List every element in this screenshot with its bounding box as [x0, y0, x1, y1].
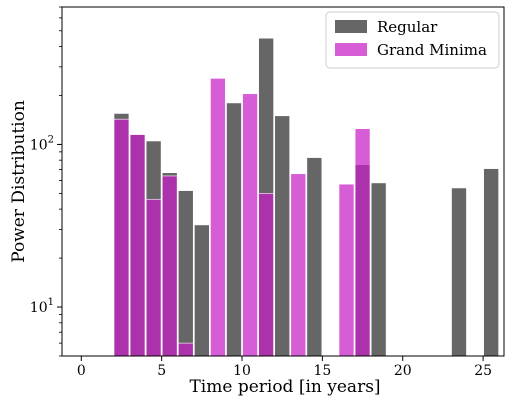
bar-regular-4 [177, 190, 194, 357]
y-tick-label-100: 102 [30, 134, 54, 153]
x-axis-label: Time period [in years] [189, 377, 380, 397]
bar-regular-11 [370, 182, 387, 357]
bar-regular-9 [306, 157, 323, 357]
bar-regular-13 [483, 168, 499, 357]
x-tick-label-0: 0 [77, 363, 86, 379]
bar-grand-minima-3 [161, 175, 178, 357]
x-tick-label-5: 5 [157, 363, 166, 379]
legend-label-regular: Regular [377, 18, 438, 36]
bar-grand-minima-5 [210, 78, 226, 357]
bar-regular-12 [451, 187, 467, 357]
bar-grand-minima-1 [129, 134, 146, 357]
bars-layer [113, 37, 499, 357]
bar-grand-minima-4 [177, 342, 194, 357]
y-axis-label: Power Distribution [9, 100, 29, 263]
bar-regular-8 [274, 115, 290, 357]
legend-label-grand-minima: Grand Minima [377, 41, 487, 59]
bar-grand-minima-2 [145, 198, 162, 357]
bar-regular-6 [226, 102, 242, 357]
x-tick-label-10: 10 [233, 363, 251, 379]
legend-swatch-regular [335, 20, 367, 33]
legend: Regular Grand Minima [325, 11, 500, 69]
bar-regular-5 [194, 224, 210, 357]
bar-grand-minima-0 [113, 118, 130, 357]
plot-frame [61, 6, 505, 357]
axes-layer: 0 5 10 15 20 25 101 102 [30, 6, 505, 379]
y-tick-label-10: 101 [30, 297, 54, 316]
legend-swatch-grand-minima [335, 43, 367, 56]
x-tick-label-25: 25 [474, 363, 492, 379]
bar-grand-minima-8 [290, 173, 307, 357]
x-tick-label-15: 15 [313, 363, 331, 379]
bar-grand-minima-6 [242, 93, 258, 357]
legend-frame [325, 11, 500, 69]
bar-grand-minima-7 [258, 193, 274, 357]
bar-grand-minima-10 [354, 128, 371, 357]
x-tick-label-20: 20 [394, 363, 412, 379]
bar-grand-minima-9 [338, 183, 355, 357]
